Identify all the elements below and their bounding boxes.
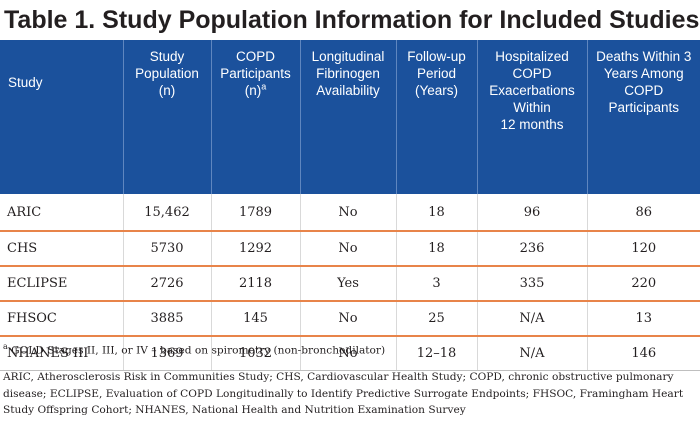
cell: 1789 xyxy=(210,194,300,232)
cell: 2726 xyxy=(122,266,211,302)
cell: 2118 xyxy=(210,266,300,302)
cell: 18 xyxy=(395,194,477,232)
cell: 1292 xyxy=(210,231,300,267)
cell: No xyxy=(299,194,396,232)
header-row: Study Study Population (n) COPD Particip… xyxy=(0,40,700,194)
cell: 96 xyxy=(476,194,587,232)
header-copd-participants-label: COPD Participants (n) xyxy=(220,49,291,98)
cell: No xyxy=(299,336,396,371)
cell: 3885 xyxy=(122,301,211,337)
header-deaths: Deaths Within 3 Years Among COPD Partici… xyxy=(586,40,700,194)
header-study-population: Study Population (n) xyxy=(122,40,211,194)
cell: 12–18 xyxy=(395,336,477,371)
table-row: NHANES III 1369 1032 No 12–18 N/A 146 xyxy=(0,336,700,371)
cell: 236 xyxy=(476,231,587,267)
footnote-text: GOLD Stages II, III, or IV – based on sp… xyxy=(7,344,386,357)
header-fibrinogen: Longitudinal Fibrinogen Availability xyxy=(299,40,396,194)
cell: No xyxy=(299,231,396,267)
abbreviations-note: ARIC, Atherosclerosis Risk in Communitie… xyxy=(3,371,684,416)
cell: N/A xyxy=(476,301,587,337)
header-study: Study xyxy=(0,40,123,194)
table-row: CHS 5730 1292 No 18 236 120 xyxy=(0,231,700,267)
cell: Yes xyxy=(299,266,396,302)
cell: 15,462 xyxy=(122,194,211,232)
study-table: Study Study Population (n) COPD Particip… xyxy=(0,40,700,371)
cell: 1369 xyxy=(122,336,211,371)
cell: 335 xyxy=(476,266,587,302)
table-row: ARIC 15,462 1789 No 18 96 86 xyxy=(0,194,700,232)
cell: ARIC xyxy=(0,194,123,232)
cell: 145 xyxy=(210,301,300,337)
table-row: FHSOC 3885 145 No 25 N/A 13 xyxy=(0,301,700,337)
header-footnote-marker: a xyxy=(261,81,267,92)
cell: N/A xyxy=(476,336,587,371)
cell: ECLIPSE xyxy=(0,266,123,302)
cell: 25 xyxy=(395,301,477,337)
cell: 5730 xyxy=(122,231,211,267)
cell: No xyxy=(299,301,396,337)
cell: FHSOC xyxy=(0,301,123,337)
cell: CHS xyxy=(0,231,123,267)
cell: NHANES III xyxy=(0,336,123,371)
cell: 120 xyxy=(586,231,700,267)
cell: 3 xyxy=(395,266,477,302)
cell: 1032 xyxy=(210,336,300,371)
footnote-marker: a xyxy=(3,342,8,351)
footnote: a GOLD Stages II, III, or IV – based on … xyxy=(3,339,697,359)
cell: 13 xyxy=(586,301,700,337)
header-exacerbations: Hospitalized COPD Exacerbations Within 1… xyxy=(476,40,587,194)
table-row: ECLIPSE 2726 2118 Yes 3 335 220 xyxy=(0,266,700,302)
cell: 86 xyxy=(586,194,700,232)
table-title: Table 1. Study Population Information fo… xyxy=(4,6,700,34)
header-copd-participants: COPD Participants (n)a xyxy=(210,40,300,194)
cell: 146 xyxy=(586,336,700,371)
cell: 220 xyxy=(586,266,700,302)
cell: 18 xyxy=(395,231,477,267)
header-follow-up: Follow-up Period (Years) xyxy=(395,40,477,194)
